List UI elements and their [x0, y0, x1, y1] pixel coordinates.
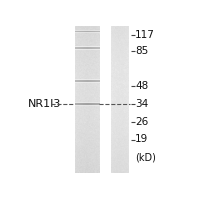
Text: 19: 19 — [135, 134, 148, 144]
Text: 85: 85 — [135, 46, 148, 56]
Text: 48: 48 — [135, 81, 148, 91]
Text: 26: 26 — [135, 117, 148, 127]
Text: NR1I3: NR1I3 — [28, 99, 61, 109]
Text: 34: 34 — [135, 99, 148, 109]
Text: 117: 117 — [135, 30, 155, 40]
Text: (kD): (kD) — [135, 152, 156, 162]
